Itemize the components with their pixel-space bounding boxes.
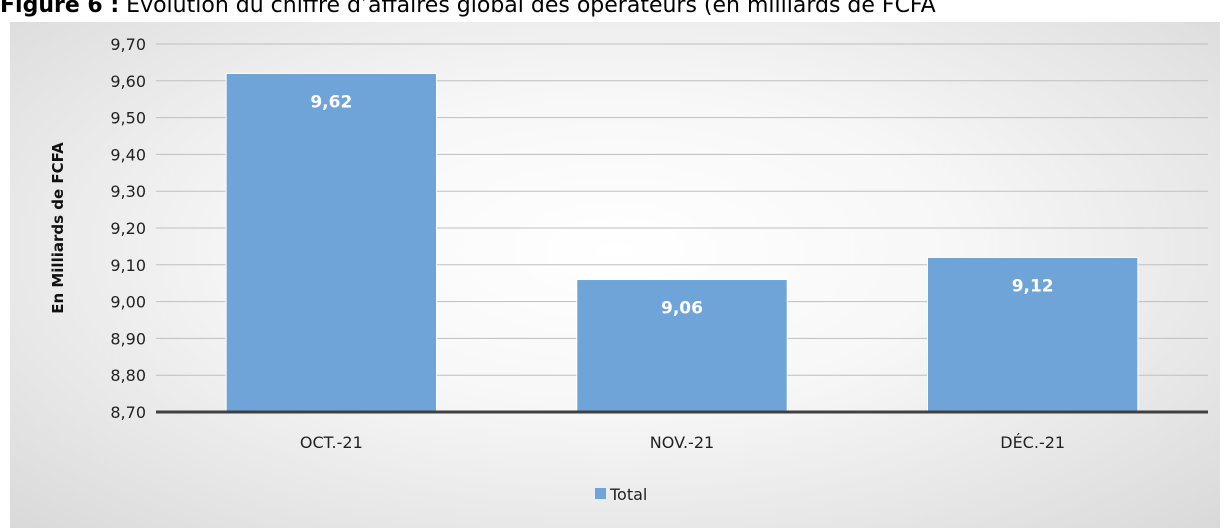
caption-text: Evolution du chiffre d’affaires global d… xyxy=(119,0,936,18)
bars xyxy=(225,72,1139,413)
y-tick-label: 8,70 xyxy=(110,403,146,422)
data-label: 9,06 xyxy=(661,299,703,319)
y-tick-label: 9,40 xyxy=(110,145,146,164)
bar-chart: 9,62 9,06 9,12 8,70 8,80 8,90 9,00 9,10 9,20 9,3… xyxy=(49,35,1208,504)
x-category-label: DÉC.-21 xyxy=(1000,433,1065,452)
legend-entry-total: Total xyxy=(609,485,647,504)
x-category-label: OCT.-21 xyxy=(300,433,363,452)
y-tick-label: 9,50 xyxy=(110,109,146,128)
caption-prefix: Figure 6 : xyxy=(0,0,120,18)
data-label: 9,62 xyxy=(310,92,352,112)
y-tick-label: 9,00 xyxy=(110,293,146,312)
chart-frame: 9,62 9,06 9,12 8,70 8,80 8,90 9,00 9,10 9,20 9,3… xyxy=(10,22,1220,528)
y-axis-title: En Milliards de FCFA xyxy=(49,142,67,314)
data-label: 9,12 xyxy=(1012,276,1054,296)
y-tick-label: 8,90 xyxy=(110,329,146,348)
y-tick-label: 9,10 xyxy=(110,256,146,275)
bar-d-c-21 xyxy=(926,256,1139,413)
figure-caption: Figure 6 : Evolution du chiffre d’affair… xyxy=(0,0,1224,19)
bar-nov-21 xyxy=(576,279,788,413)
y-tick-label: 9,70 xyxy=(110,35,146,54)
data-labels: 9,62 9,06 9,12 xyxy=(310,92,1053,318)
y-tick-label: 9,20 xyxy=(110,219,146,238)
y-tick-label: 8,80 xyxy=(110,366,146,385)
y-tick-label: 9,30 xyxy=(110,182,146,201)
legend: Total xyxy=(595,485,647,504)
legend-swatch xyxy=(595,488,606,499)
y-tick-labels: 8,70 8,80 8,90 9,00 9,10 9,20 9,30 9,40 9,50 9,60… xyxy=(110,35,146,422)
y-tick-label: 9,60 xyxy=(110,72,146,91)
x-category-labels: OCT.-21 NOV.-21 DÉC.-21 xyxy=(300,433,1065,452)
bar-oct-21 xyxy=(225,72,438,413)
x-category-label: NOV.-21 xyxy=(650,433,714,452)
